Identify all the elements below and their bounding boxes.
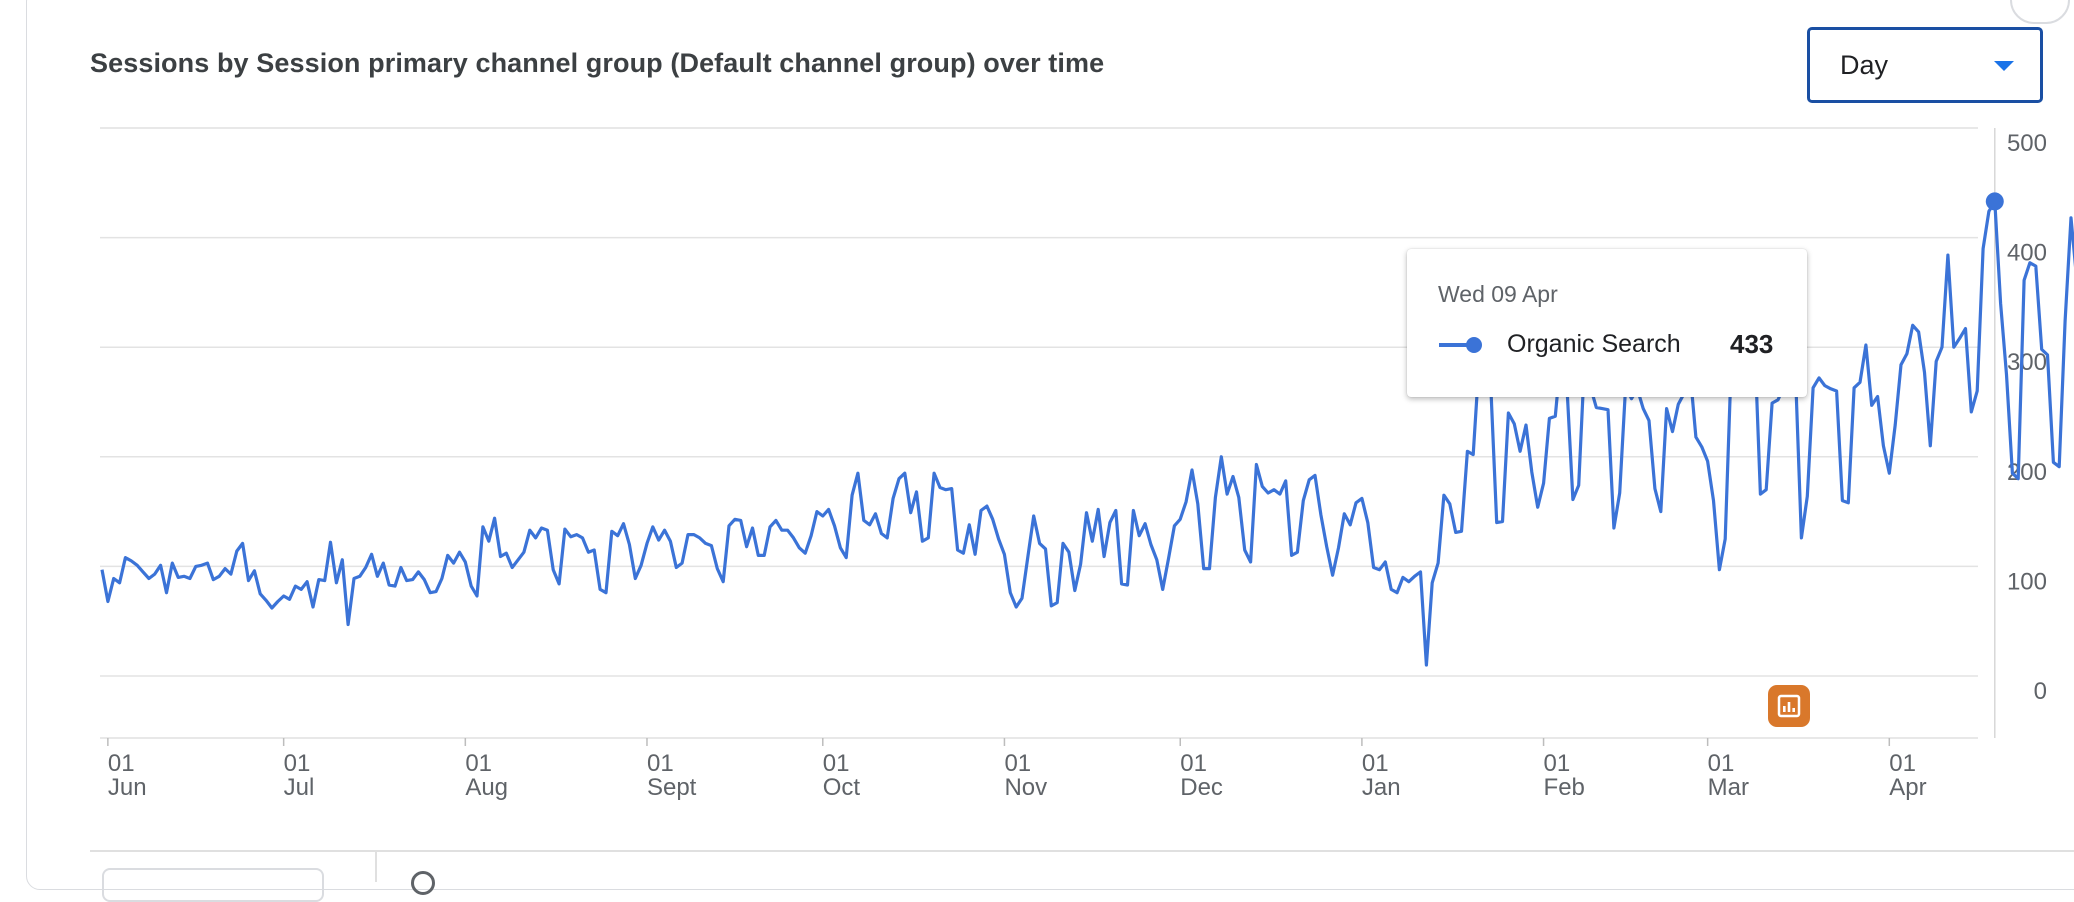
y-tick-label: 300 [2007,349,2047,376]
x-tick-month: Jan [1362,774,1401,801]
x-tick-month: Apr [1889,774,1926,801]
x-tick-day: 01 [1544,750,1571,777]
bar-chart-icon [1777,694,1801,718]
y-tick-label: 0 [2034,678,2047,705]
annotation-icon[interactable] [1768,685,1810,727]
search-icon[interactable] [411,871,435,895]
section-divider [90,850,2074,852]
tooltip-series-name: Organic Search [1507,330,1681,358]
x-tick-month: Aug [465,774,508,801]
data-tooltip: Wed 09 Apr Organic Search 433 [1407,249,1807,397]
x-tick-day: 01 [823,750,850,777]
x-tick-day: 01 [108,750,135,777]
x-tick-month: Jul [284,774,315,801]
x-tick-month: Feb [1544,774,1585,801]
x-tick-month: Nov [1004,774,1047,801]
vertical-divider [375,852,377,882]
x-tick-month: Sept [647,774,697,801]
y-tick-label: 400 [2007,240,2047,267]
tooltip-value: 433 [1730,329,1774,359]
x-tick-day: 01 [1889,750,1916,777]
granularity-dropdown[interactable]: Day [1807,27,2043,103]
x-tick-month: Oct [823,774,861,801]
x-tick-day: 01 [284,750,311,777]
granularity-selected-value: Day [1840,50,1889,80]
y-tick-label: 500 [2007,130,2047,157]
x-tick-day: 01 [1180,750,1207,777]
x-tick-day: 01 [1708,750,1735,777]
tooltip-date: Wed 09 Apr [1438,281,1558,307]
x-tick-month: Jun [108,774,147,801]
chart-title: Sessions by Session primary channel grou… [90,48,1105,78]
x-tick-month: Mar [1708,774,1749,801]
x-tick-day: 01 [1362,750,1389,777]
table-selector-box[interactable] [102,868,324,902]
sessions-line-chart[interactable]: 500400300200100001Jun01Jul01Aug01Sept01O… [0,0,2074,878]
x-tick-day: 01 [647,750,674,777]
y-tick-label: 100 [2007,568,2047,595]
chart-card [26,0,2074,890]
x-tick-day: 01 [465,750,492,777]
x-tick-month: Dec [1180,774,1223,801]
x-tick-day: 01 [1004,750,1031,777]
caret-down-icon [1994,61,2014,71]
highlight-point [1985,192,2004,211]
series-legend-icon [1439,337,1485,353]
